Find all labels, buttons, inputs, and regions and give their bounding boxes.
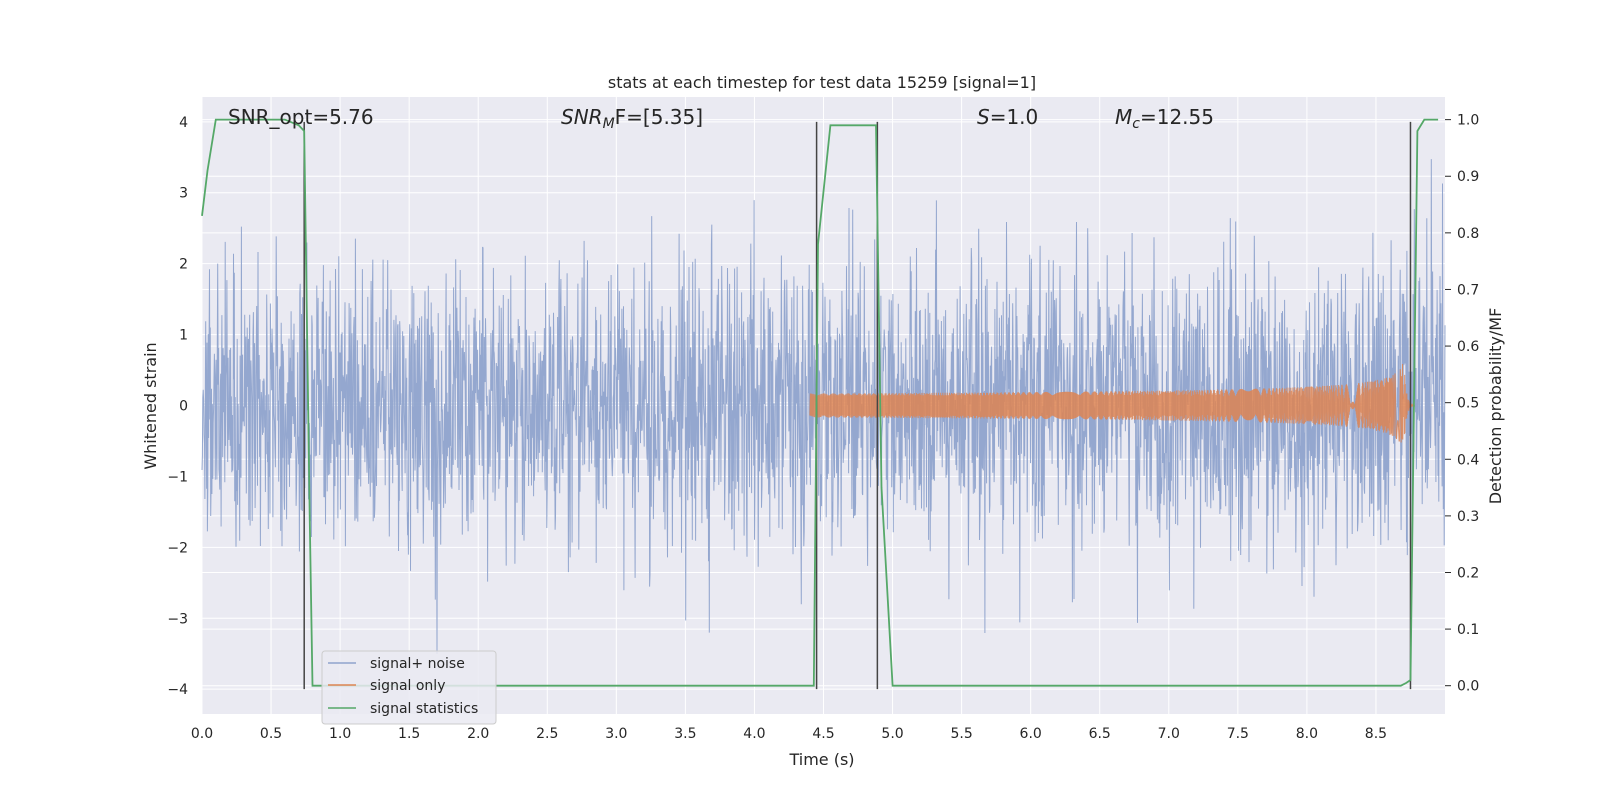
- chart-title: stats at each timestep for test data 152…: [608, 73, 1036, 92]
- s-annotation: S=1.0: [977, 105, 1038, 129]
- axis-ticks: 0.0 0.5 1.0 1.5 2.0 2.5 3.0 3.5 4.0 4.5 5.0 5.5 6.0 6…: [167, 113, 1479, 742]
- x-tick-label: 7.5: [1227, 726, 1249, 742]
- x-tick-label: 8.0: [1296, 726, 1318, 742]
- y-tick-label-right: 1.0: [1457, 113, 1479, 129]
- signal-only-series: [809, 363, 1416, 443]
- y-tick-label-right: 0.6: [1457, 339, 1479, 355]
- x-tick-label: 3.0: [605, 726, 627, 742]
- x-axis-label: Time (s): [788, 750, 854, 769]
- mc-main: M: [1115, 105, 1132, 129]
- y-tick-label-left: 3: [179, 186, 188, 202]
- legend-label-signal-only: signal only: [370, 678, 445, 694]
- snr-mf-main: SNR: [561, 105, 603, 129]
- y-tick-label-left: −4: [167, 682, 188, 698]
- legend-label-signal-noise: signal+ noise: [370, 656, 465, 672]
- annotations: SNR_opt=5.76 SNRMF=[5.35] S=1.0 Mc=12.55: [228, 105, 1214, 132]
- x-tick-label: 4.5: [812, 726, 834, 742]
- y-tick-label-left: −3: [167, 611, 188, 627]
- x-tick-label: 5.5: [950, 726, 972, 742]
- y-tick-label-right: 0.4: [1457, 452, 1479, 468]
- x-tick-label: 4.0: [743, 726, 765, 742]
- legend-box: [321, 650, 497, 725]
- mc-rest: =12.55: [1140, 105, 1214, 129]
- x-tick-label: 2.5: [536, 726, 558, 742]
- legend: signal+ noise signal only signal statist…: [321, 650, 497, 725]
- y-tick-label-left: −2: [167, 540, 188, 556]
- x-tick-label: 5.0: [881, 726, 903, 742]
- snr-mf-rest: F=[5.35]: [615, 105, 703, 129]
- y-tick-label-right: 0.5: [1457, 396, 1479, 412]
- snr-mf-sub: M: [603, 116, 615, 132]
- y-tick-label-right: 0.0: [1457, 679, 1479, 695]
- x-tick-label: 3.5: [674, 726, 696, 742]
- y-tick-label-right: 0.3: [1457, 509, 1479, 525]
- y-tick-label-right: 0.2: [1457, 565, 1479, 581]
- y-tick-label-right: 0.1: [1457, 622, 1479, 638]
- x-tick-label: 6.0: [1020, 726, 1042, 742]
- x-tick-label: 7.0: [1158, 726, 1180, 742]
- y-tick-label-left: −1: [167, 469, 188, 485]
- mc-annotation: Mc=12.55: [1115, 105, 1214, 132]
- signal-statistics-series: [201, 118, 1439, 687]
- y-axis-label-left: Whitened strain: [141, 342, 160, 469]
- snr-opt-annotation: SNR_opt=5.76: [228, 105, 374, 129]
- x-tick-label: 6.5: [1089, 726, 1111, 742]
- legend-label-signal-statistics: signal statistics: [370, 701, 478, 717]
- x-tick-label: 0.0: [191, 726, 213, 742]
- x-tick-label: 1.5: [398, 726, 420, 742]
- x-tick-label: 1.0: [329, 726, 351, 742]
- x-tick-label: 8.5: [1365, 726, 1387, 742]
- signal-only-line: [809, 363, 1416, 443]
- mc-sub: c: [1132, 116, 1140, 132]
- signal-statistics-line: [201, 118, 1439, 687]
- y-axis-label-right: Detection probability/MF: [1486, 308, 1505, 505]
- y-tick-label-right: 0.8: [1457, 226, 1479, 242]
- y-tick-label-left: 1: [179, 328, 188, 344]
- y-tick-label-left: 2: [179, 257, 188, 273]
- y-tick-label-right: 0.9: [1457, 169, 1479, 185]
- snr-mf-annotation: SNRMF=[5.35]: [561, 105, 703, 132]
- y-tick-label-right: 0.7: [1457, 282, 1479, 298]
- s-main: S: [977, 105, 990, 129]
- x-tick-label: 0.5: [260, 726, 282, 742]
- x-tick-label: 2.0: [467, 726, 489, 742]
- s-rest: =1.0: [990, 105, 1039, 129]
- y-tick-label-left: 4: [179, 115, 188, 131]
- y-tick-label-left: 0: [179, 399, 188, 415]
